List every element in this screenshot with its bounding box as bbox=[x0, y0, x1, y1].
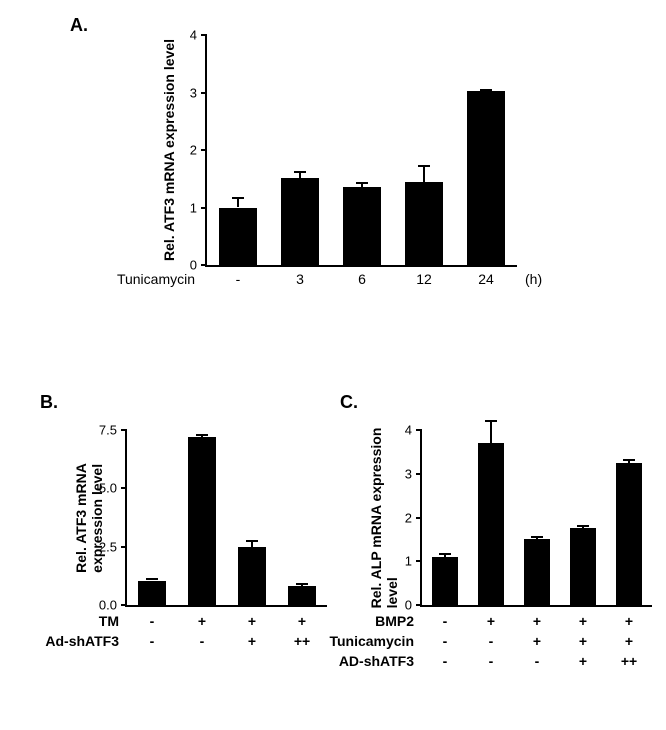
condition-cell: - bbox=[443, 633, 448, 649]
xtick-label: 24 bbox=[478, 271, 494, 287]
ytick-label: 3 bbox=[190, 85, 197, 100]
condition-row-label: TM bbox=[99, 613, 119, 629]
condition-cell: + bbox=[198, 613, 206, 629]
x-axis-unit: (h) bbox=[525, 271, 542, 287]
panel-b-label: B. bbox=[40, 392, 58, 413]
x-axis-prefix: Tunicamycin bbox=[117, 271, 195, 287]
condition-cell: - bbox=[150, 633, 155, 649]
ytick-label: 2 bbox=[405, 510, 412, 525]
condition-cell: + bbox=[298, 613, 306, 629]
condition-cell: ++ bbox=[294, 633, 310, 649]
condition-row-label: Ad-shATF3 bbox=[45, 633, 119, 649]
bar bbox=[524, 539, 549, 605]
condition-cell: + bbox=[487, 613, 495, 629]
y-axis-label: Rel. ATF3 mRNAexpression level bbox=[73, 463, 105, 573]
condition-cell: + bbox=[248, 633, 256, 649]
condition-cell: + bbox=[625, 633, 633, 649]
condition-cell: - bbox=[150, 613, 155, 629]
bar bbox=[570, 528, 595, 605]
condition-cell: + bbox=[533, 633, 541, 649]
ytick-label: 4 bbox=[405, 423, 412, 438]
y-axis-label: Rel. ATF3 mRNA expression level bbox=[161, 39, 177, 261]
xtick-label: 6 bbox=[358, 271, 366, 287]
condition-cell: + bbox=[579, 633, 587, 649]
condition-row-label: BMP2 bbox=[375, 613, 414, 629]
bar bbox=[188, 437, 216, 605]
xtick-label: - bbox=[236, 271, 241, 287]
condition-cell: ++ bbox=[621, 653, 637, 669]
ytick-label: 1 bbox=[405, 554, 412, 569]
panel-a-label: A. bbox=[70, 15, 88, 36]
ytick-label: 7.5 bbox=[99, 423, 117, 438]
ytick-label: 1 bbox=[190, 200, 197, 215]
condition-cell: + bbox=[579, 613, 587, 629]
bar bbox=[281, 178, 318, 265]
bar bbox=[616, 463, 641, 605]
bar bbox=[405, 182, 442, 265]
condition-cell: + bbox=[625, 613, 633, 629]
ytick-label: 2 bbox=[190, 143, 197, 158]
bar bbox=[343, 187, 380, 265]
condition-cell: - bbox=[443, 613, 448, 629]
ytick-label: 3 bbox=[405, 466, 412, 481]
panel-b-chart: 0.02.55.07.5Rel. ATF3 mRNAexpression lev… bbox=[75, 420, 335, 680]
condition-cell: - bbox=[489, 633, 494, 649]
bar bbox=[138, 581, 166, 606]
bar bbox=[432, 557, 457, 605]
y-axis-label: Rel. ALP mRNA expressionlevel bbox=[368, 427, 400, 608]
bar bbox=[467, 91, 504, 265]
condition-row-label: AD-shATF3 bbox=[339, 653, 414, 669]
xtick-label: 12 bbox=[416, 271, 432, 287]
panel-c-label: C. bbox=[340, 392, 358, 413]
condition-row-label: Tunicamycin bbox=[329, 633, 414, 649]
condition-cell: - bbox=[200, 633, 205, 649]
condition-cell: - bbox=[535, 653, 540, 669]
condition-cell: + bbox=[579, 653, 587, 669]
condition-cell: + bbox=[248, 613, 256, 629]
bar bbox=[219, 208, 256, 266]
panel-c-chart: 0 1 2 3 4 Rel. ALP mRNA expressionlevel BMP2 - +… bbox=[370, 420, 660, 700]
bar bbox=[238, 547, 266, 605]
condition-cell: - bbox=[443, 653, 448, 669]
bar bbox=[478, 443, 503, 605]
ytick-label: 4 bbox=[190, 28, 197, 43]
ytick-label: 0.0 bbox=[99, 598, 117, 613]
bar bbox=[288, 586, 316, 605]
condition-cell: - bbox=[489, 653, 494, 669]
panel-a-chart: 01234Rel. ATF3 mRNA expression levelTuni… bbox=[155, 25, 525, 325]
ytick-label: 0 bbox=[405, 598, 412, 613]
condition-cell: + bbox=[533, 613, 541, 629]
xtick-label: 3 bbox=[296, 271, 304, 287]
